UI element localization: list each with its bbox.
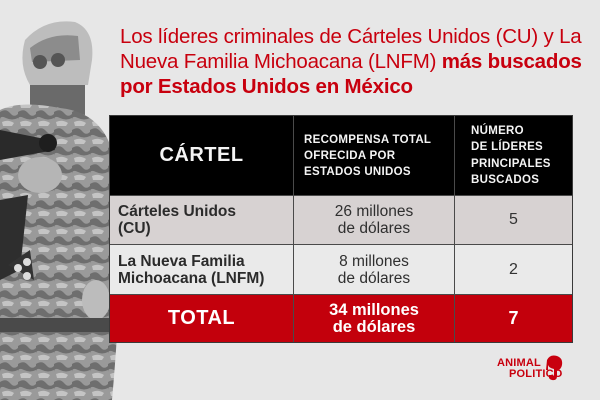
logo-line1: ANIMAL (497, 357, 541, 369)
total-reward-line: de dólares (332, 317, 416, 336)
row-lnfm-cartel: La Nueva Familia Michoacana (LNFM) (110, 245, 294, 295)
row-cu-leaders: 5 (455, 196, 572, 245)
header-reward-line: OFRECIDA POR (304, 149, 396, 162)
header-leaders-line: BUSCADOS (471, 174, 540, 186)
row-cu-cartel: Cárteles Unidos (CU) (110, 196, 294, 245)
row-lnfm-leaders: 2 (455, 245, 572, 295)
cartel-name-line: (CU) (118, 220, 151, 237)
reward-line: de dólares (337, 269, 411, 287)
header-leaders-line: NÚMERO (471, 124, 524, 137)
row-lnfm-reward: 8 millones de dólares (294, 245, 455, 295)
rewards-table: CÁRTEL RECOMPENSA TOTAL OFRECIDA POR EST… (109, 115, 573, 343)
total-leaders: 7 (455, 295, 572, 342)
title-bold: más buscados por Estados Unidos en Méxic… (120, 50, 582, 98)
header-leaders-line: DE LÍDERES (471, 141, 544, 153)
header-reward-line: RECOMPENSA TOTAL (304, 133, 432, 146)
cartel-name-line: Cárteles Unidos (118, 203, 237, 220)
animal-politico-logo: ANIMAL POLITICO (497, 355, 582, 388)
page-title: Los líderes criminales de Cárteles Unido… (120, 24, 590, 99)
row-cu-reward: 26 millones de dólares (294, 196, 455, 245)
reward-line: 8 millones (339, 252, 409, 270)
header-cartel: CÁRTEL (110, 116, 294, 196)
cartel-name-line: La Nueva Familia (118, 252, 245, 270)
logo-line2: POLITICO (509, 368, 563, 380)
soldier-photo (0, 0, 130, 400)
header-reward: RECOMPENSA TOTAL OFRECIDA POR ESTADOS UN… (294, 116, 455, 196)
reward-line: 26 millones (334, 203, 414, 220)
reward-line: de dólares (337, 220, 411, 237)
total-reward-line: 34 millones (329, 300, 419, 319)
total-reward: 34 millones de dólares (294, 295, 455, 342)
header-leaders-line: PRINCIPALES (471, 157, 551, 170)
cartel-name-line: Michoacana (LNFM) (118, 269, 265, 287)
elephant-icon (546, 355, 563, 381)
header-leaders: NÚMERO DE LÍDERES PRINCIPALES BUSCADOS (455, 116, 572, 196)
total-label: TOTAL (110, 295, 294, 342)
header-reward-line: ESTADOS UNIDOS (304, 165, 411, 178)
title-regular: Los líderes criminales de Cárteles Unido… (120, 25, 582, 73)
